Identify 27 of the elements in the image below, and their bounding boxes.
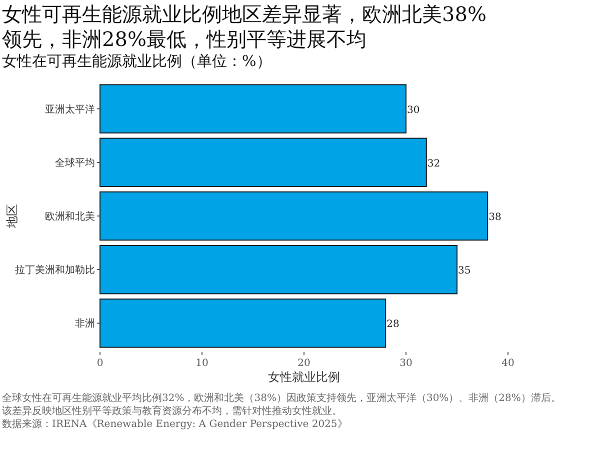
data-label: 28: [386, 319, 400, 330]
text: 该差异反映地区性别平等政策与教育资源分布不均，需针对性推动女性就业。: [2, 405, 343, 418]
data-label: 30: [407, 104, 420, 116]
x-tick-label: 10: [196, 358, 208, 369]
y-tick-label: 亚洲太平洋: [45, 103, 95, 116]
y-axis-title: 地区: [5, 204, 19, 229]
y-tick-label: 全球平均: [55, 156, 95, 169]
x-tick-label: 30: [400, 358, 412, 369]
bar: [100, 244, 458, 294]
y-tick-label: 非洲: [75, 318, 95, 330]
x-tick-label: 40: [502, 358, 514, 369]
y-tick-label: 欧洲和北美: [45, 210, 95, 222]
data-label: 32: [427, 158, 440, 170]
source-note: 数据来源：IRENA《Renewable Energy: A Gender Perspective 2025》: [2, 418, 348, 431]
chart-subtitle: 女性在可再生能源就业比例（单位：%）: [2, 52, 272, 71]
x-tick-label: 20: [298, 358, 310, 369]
chart-title: 女性可再生能源就业比例地区差异显著，欧洲北美38%领先，非洲28%最低，性别平等进展不均: [2, 2, 488, 52]
x-axis-title: 女性就业比例: [268, 370, 340, 384]
x-tick-label: 0: [96, 358, 104, 369]
bar: [100, 191, 488, 241]
bar: [100, 138, 427, 188]
y-tick-label: 拉丁美洲和加勒比: [15, 264, 95, 276]
text: 全球女性在可再生能源就业平均比例32%，欧洲和北美（38%）因政策支持领先，亚洲太平洋（30%）、非洲（28%）滞后。: [2, 392, 562, 405]
data-label: 38: [488, 212, 502, 223]
data-label: 35: [458, 266, 471, 277]
bar: [100, 298, 386, 348]
bar: [100, 84, 406, 134]
